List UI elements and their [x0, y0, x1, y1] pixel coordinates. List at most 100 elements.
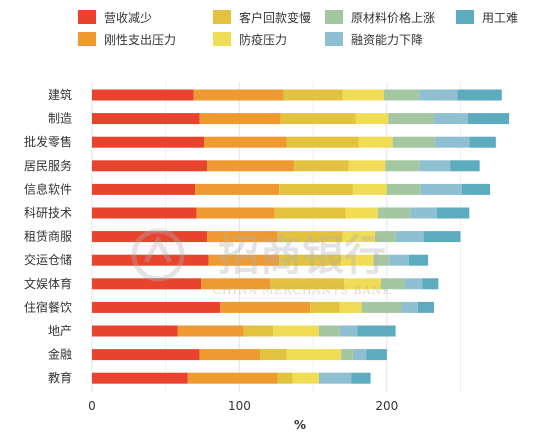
legend-swatch-6 [456, 10, 474, 24]
bar-segment-9-5 [401, 301, 418, 313]
bar-segment-10-2 [243, 325, 274, 337]
bar-segment-1-3 [355, 113, 389, 125]
bar-segment-5-3 [345, 207, 378, 219]
legend-swatch-4 [325, 10, 343, 24]
bar-segment-3-5 [419, 160, 451, 172]
legend-swatch-3 [213, 32, 231, 46]
bar-segment-6-6 [423, 231, 461, 243]
x-tick-label-0: 0 [88, 399, 96, 413]
legend-swatch-2 [213, 10, 231, 24]
bar-segment-4-6 [461, 183, 490, 195]
x-axis-ticks: 0 100 200 [88, 399, 398, 413]
watermark-subtext: CHINA MERCHANTS BANK [213, 284, 392, 297]
bar-segment-11-3 [286, 349, 342, 361]
bar-segment-1-6 [467, 113, 510, 125]
bar-segment-2-2 [286, 136, 359, 148]
bar-segment-0-4 [383, 89, 420, 101]
bar-segment-1-0 [92, 113, 200, 125]
legend-label-5: 融资能力下降 [351, 33, 423, 47]
bar-segment-7-4 [373, 254, 390, 266]
legend-swatch-1 [78, 32, 96, 46]
bar-segment-1-2 [280, 113, 356, 125]
bar-segment-4-0 [92, 183, 196, 195]
bar-segment-8-3 [344, 278, 381, 290]
bar-segment-0-1 [193, 89, 284, 101]
bar-segment-7-1 [208, 254, 280, 266]
bar-segment-8-6 [422, 278, 439, 290]
bar-segment-0-6 [457, 89, 502, 101]
bar-segment-5-6 [436, 207, 470, 219]
bar-segment-12-2 [277, 372, 293, 384]
watermark-text: 招商银行 [218, 231, 386, 280]
bar-segment-9-6 [417, 301, 434, 313]
legend-swatch-5 [325, 32, 343, 46]
x-tick-label-2: 200 [375, 399, 398, 413]
category-label-11: 金融 [48, 347, 72, 362]
category-label-8: 文娱体育 [24, 276, 72, 291]
bar-segment-10-6 [357, 325, 396, 337]
category-label-1: 制造 [48, 112, 72, 126]
bar-segment-4-4 [386, 183, 421, 195]
legend-label-2: 客户回款变慢 [239, 10, 311, 25]
bar-segment-5-5 [410, 207, 437, 219]
bar-segment-7-6 [408, 254, 429, 266]
category-label-12: 教育 [48, 370, 72, 385]
bar-segment-2-0 [92, 136, 205, 148]
x-tick-label-1: 100 [228, 399, 251, 413]
category-label-7: 交运仓储 [24, 252, 72, 267]
category-labels: 建筑制造批发零售居民服务信息软件科研技术租赁商服交运仓储文娱体育住宿餐饮地产金融… [24, 87, 72, 385]
bar-segment-9-2 [310, 301, 340, 313]
bar-segment-1-4 [388, 113, 434, 125]
bar-segment-4-1 [195, 183, 280, 195]
bar-segment-8-2 [270, 278, 345, 290]
x-axis-title: % [294, 418, 306, 432]
bar-segment-10-4 [318, 325, 340, 337]
bar-segment-10-3 [273, 325, 319, 337]
bar-segment-6-0 [92, 231, 207, 243]
bar-segment-2-6 [469, 136, 496, 148]
bar-segment-6-1 [206, 231, 278, 243]
bar-segment-3-0 [92, 160, 207, 172]
legend-label-0: 营收减少 [104, 11, 152, 25]
bar-segment-11-1 [199, 349, 261, 361]
bar-segment-3-3 [348, 160, 386, 172]
bar-segment-3-6 [450, 160, 480, 172]
category-label-3: 居民服务 [24, 158, 72, 173]
bar-segment-11-0 [92, 349, 200, 361]
bar-segment-2-1 [204, 136, 287, 148]
category-label-0: 建筑 [48, 87, 72, 102]
bar-segment-8-0 [92, 278, 202, 290]
bar-segment-7-0 [92, 254, 209, 266]
bar-segment-12-0 [92, 372, 188, 384]
category-label-2: 批发零售 [24, 134, 72, 149]
bar-segment-12-5 [318, 372, 352, 384]
legend-label-6: 用工难 [482, 11, 518, 25]
bar-segment-0-5 [419, 89, 458, 101]
category-label-10: 地产 [48, 324, 72, 338]
bar-segment-3-2 [293, 160, 349, 172]
bar-segment-7-5 [389, 254, 409, 266]
bar-segment-6-2 [277, 231, 343, 243]
bar-segment-5-1 [196, 207, 275, 219]
bar-segment-8-1 [201, 278, 271, 290]
bars [92, 89, 510, 384]
bar-segment-11-6 [366, 349, 387, 361]
bar-segment-7-3 [341, 254, 374, 266]
legend-label-3: 防疫压力 [239, 32, 287, 47]
bar-segment-6-3 [342, 231, 376, 243]
bar-segment-11-4 [341, 349, 353, 361]
category-label-6: 租赁商服 [24, 229, 72, 244]
bar-segment-8-5 [404, 278, 423, 290]
bar-segment-12-1 [187, 372, 278, 384]
legend-label-1: 刚性支出压力 [104, 33, 176, 47]
bar-segment-0-2 [283, 89, 343, 101]
category-label-9: 住宿餐饮 [24, 299, 72, 314]
bar-segment-5-4 [377, 207, 411, 219]
category-label-4: 信息软件 [24, 181, 72, 196]
bar-segment-11-5 [352, 349, 367, 361]
bar-segment-12-6 [351, 372, 371, 384]
bar-segment-0-0 [92, 89, 194, 101]
bar-segment-11-2 [260, 349, 287, 361]
